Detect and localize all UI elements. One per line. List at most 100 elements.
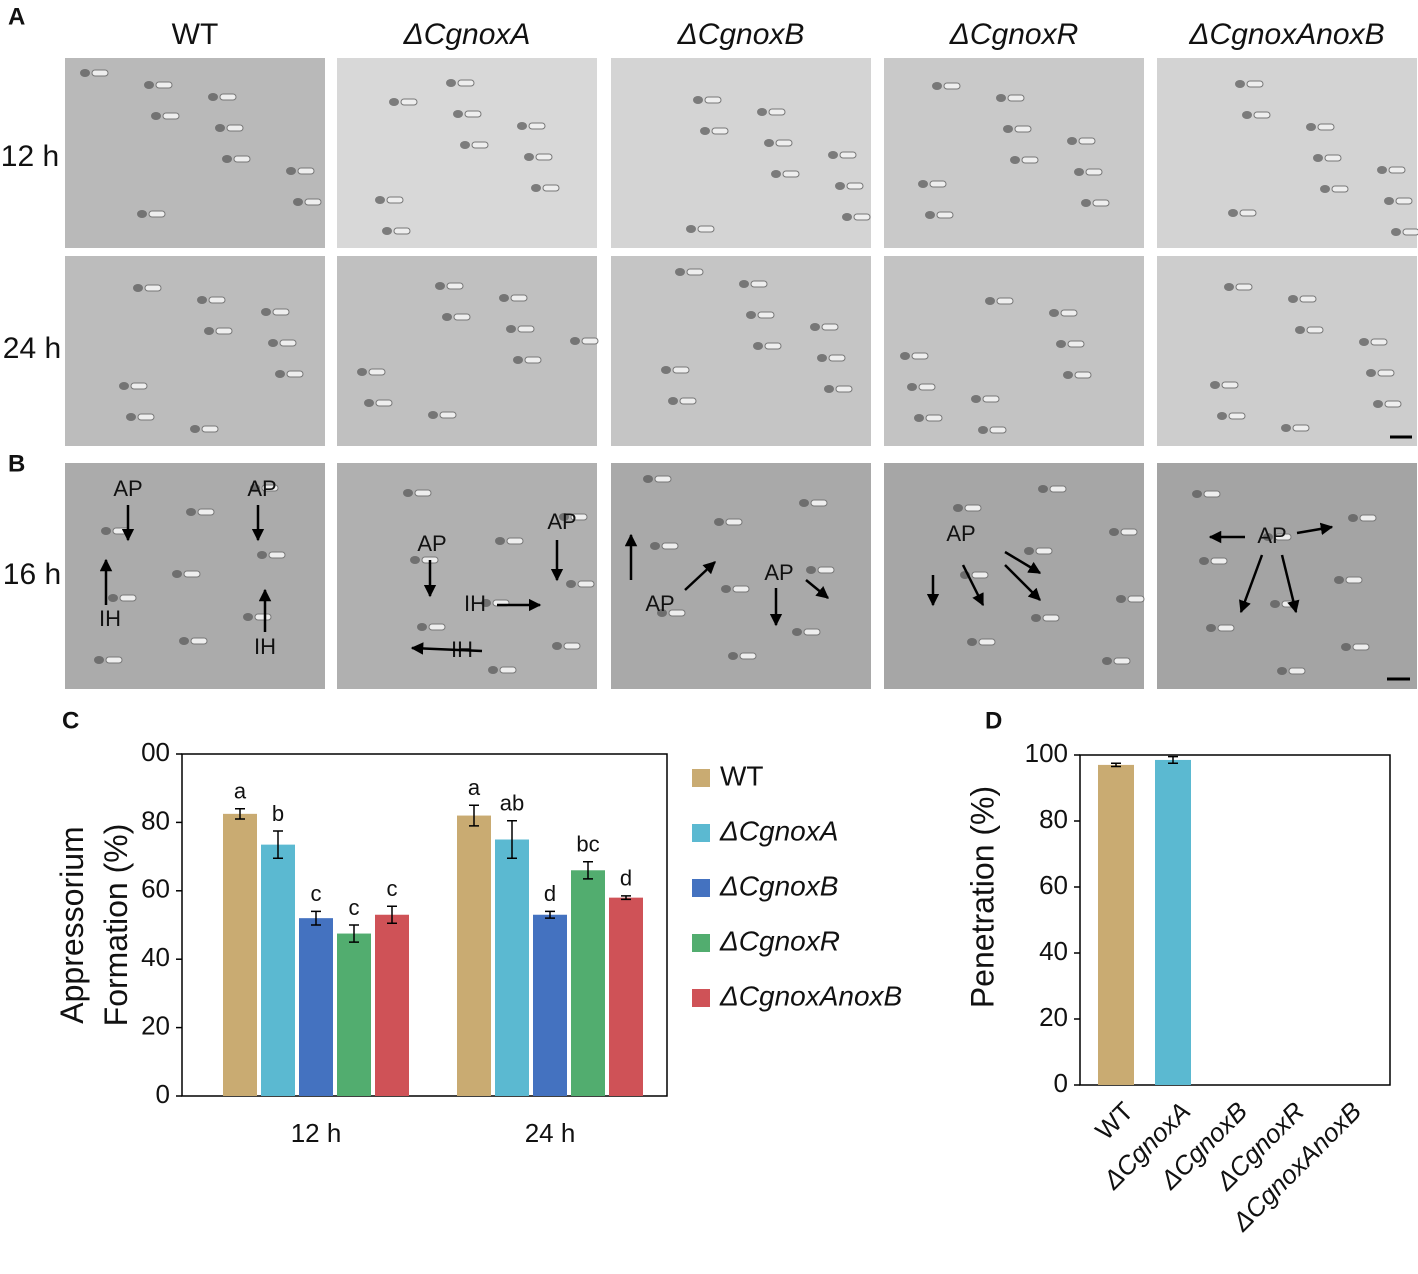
spore [144,284,162,292]
cell [668,397,678,405]
panel-label: D [985,707,1002,734]
y-tick-label: 60 [141,874,170,904]
y-tick-label: 20 [141,1010,170,1040]
bar [1155,759,1191,1085]
spore [1203,490,1221,498]
cell [753,342,763,350]
cell [1366,369,1376,377]
spore [1324,154,1342,162]
significance-letter: a [468,775,481,800]
y-tick-label: 100 [1025,738,1068,768]
panel-label: B [8,450,25,477]
panel-label: C [62,707,79,734]
spore [853,213,871,221]
spore [386,196,404,204]
spore [272,308,290,316]
cell [417,623,427,631]
spore [1345,576,1363,584]
row-label: 16 h [3,558,61,591]
spore [936,211,954,219]
spore [672,366,690,374]
error-bar [349,924,359,943]
spore [414,489,432,497]
annotation: IH [464,591,486,616]
significance-letter: c [311,881,322,906]
spore [964,504,982,512]
spore [704,96,722,104]
spore [91,69,109,77]
spore [215,327,233,335]
column-header: ΔCgnoxR [949,18,1079,51]
cell [1270,600,1280,608]
micrograph [611,256,871,446]
cell [828,151,838,159]
spore [119,594,137,602]
cell [918,180,928,188]
y-axis-title-line: Appressorium [54,826,90,1023]
y-axis-title: Appressorium Formation (%) [54,824,134,1027]
spore [1092,199,1110,207]
spore [137,413,155,421]
bar [533,914,567,1096]
y-tick-label: 0 [1054,1068,1068,1098]
column-header: ΔCgnoxB [677,18,805,51]
spore [457,79,475,87]
spore [1067,340,1085,348]
cell [728,652,738,660]
cell [824,385,834,393]
y-tick-label: 60 [1039,870,1068,900]
cell [1341,643,1351,651]
legend-label: ΔCgnoxAnoxB [719,980,902,1011]
cell [208,93,218,101]
cell [1242,111,1252,119]
spore [978,638,996,646]
cell [1320,185,1330,193]
spore [155,81,173,89]
spore [1395,197,1413,205]
spore [739,652,757,660]
cell [186,508,196,516]
spore [254,613,272,621]
cell [985,297,995,305]
cell [94,656,104,664]
cell [506,325,516,333]
micrograph [1157,58,1417,248]
error-bar [1168,755,1178,764]
cell [1224,283,1234,291]
arrow [1004,564,1041,601]
spore [375,399,393,407]
spore [581,337,599,345]
micrograph [337,58,597,248]
cell [953,504,963,512]
cell [1116,595,1126,603]
cell [661,366,671,374]
spore [506,537,524,545]
error-bar [1111,762,1121,768]
spore [846,182,864,190]
arrow [805,579,829,599]
row-label: 24 h [3,332,61,365]
cell [80,69,90,77]
column-header: WT [172,18,219,51]
arrow [1239,554,1264,614]
cell [1306,123,1316,131]
spore [757,311,775,319]
spore [1292,424,1310,432]
spore [1352,643,1370,651]
cell [513,356,523,364]
cell [222,155,232,163]
spore [817,566,835,574]
spore [996,297,1014,305]
micrograph [884,463,1144,689]
cell [428,411,438,419]
legend-label: WT [720,760,764,791]
cell [151,112,161,120]
cell [517,122,527,130]
spore [821,323,839,331]
bar [375,914,409,1096]
arrow [961,564,985,607]
spore [732,585,750,593]
spore [464,110,482,118]
bar [1098,764,1134,1085]
